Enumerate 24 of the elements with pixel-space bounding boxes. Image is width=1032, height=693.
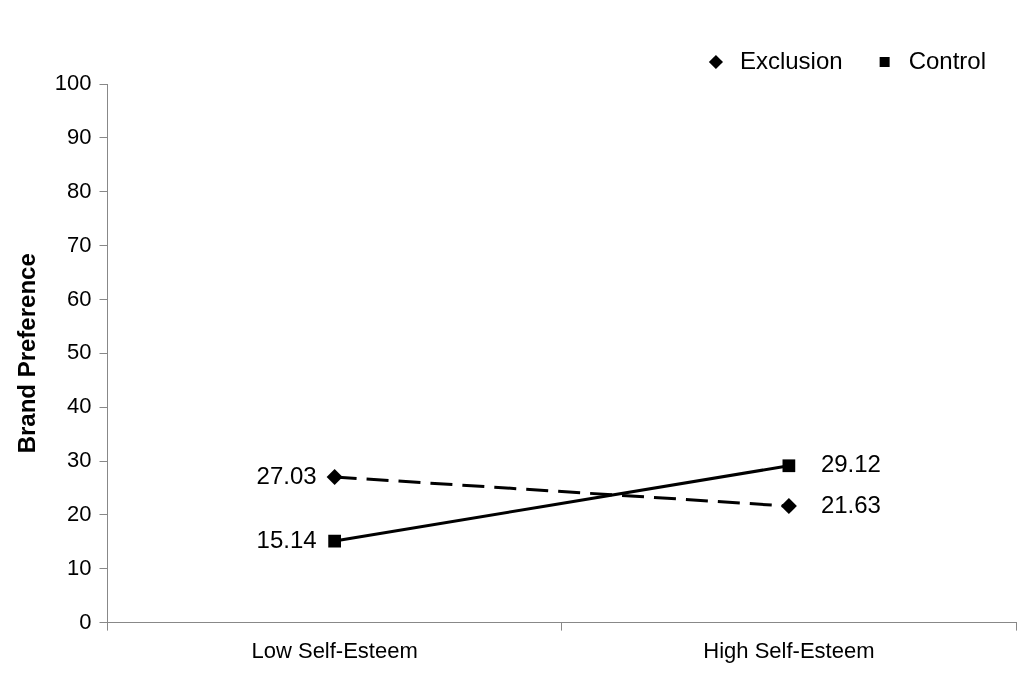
point: [780, 498, 797, 515]
x-tick-label: Low Self-Esteem: [251, 637, 418, 663]
y-tick-label: 10: [67, 554, 92, 580]
y-axis-title: Brand Preference: [13, 253, 41, 454]
point: [782, 459, 796, 473]
point: [328, 534, 341, 548]
y-tick-label: 50: [67, 339, 92, 365]
data-label: 21.63: [820, 490, 881, 518]
y-tick-label: 70: [67, 231, 92, 257]
data-label: 29.12: [820, 450, 881, 478]
y-tick-label: 0: [79, 608, 92, 634]
y-tick-label: 20: [67, 500, 92, 526]
legend-label: Exclusion: [739, 46, 843, 74]
x-tick-label: High Self-Esteem: [703, 637, 875, 663]
point: [326, 469, 343, 486]
data-label: 15.14: [256, 525, 317, 553]
y-tick-label: 80: [67, 177, 92, 203]
y-tick-label: 90: [67, 123, 92, 149]
legend-label: Control: [908, 46, 987, 74]
y-tick-label: 30: [67, 447, 92, 473]
y-tick-label: 60: [67, 285, 92, 311]
y-tick-label: 100: [54, 70, 92, 96]
y-tick-label: 40: [67, 393, 92, 419]
data-label: 27.03: [256, 461, 317, 489]
